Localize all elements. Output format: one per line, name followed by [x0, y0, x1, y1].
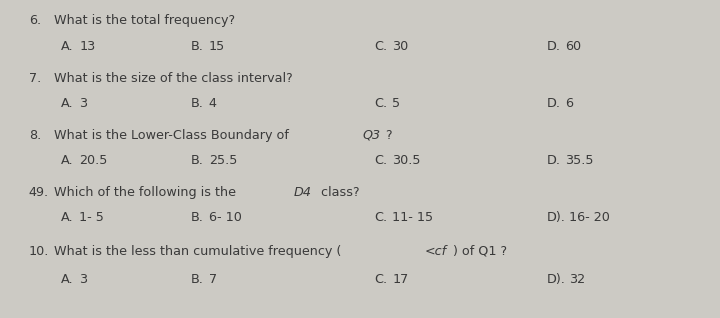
Text: 30: 30: [392, 40, 409, 53]
Text: 17: 17: [392, 273, 409, 287]
Text: 49.: 49.: [29, 186, 49, 199]
Text: D).: D).: [547, 273, 566, 287]
Text: 6.: 6.: [29, 14, 41, 27]
Text: D.: D.: [547, 40, 561, 53]
Text: C.: C.: [374, 273, 387, 287]
Text: B.: B.: [191, 211, 204, 225]
Text: What is the less than cumulative frequency (: What is the less than cumulative frequen…: [54, 245, 341, 258]
Text: C.: C.: [374, 97, 387, 110]
Text: Which of the following is the: Which of the following is the: [54, 186, 240, 199]
Text: D.: D.: [547, 97, 561, 110]
Text: A.: A.: [61, 273, 74, 287]
Text: 10.: 10.: [29, 245, 49, 258]
Text: 5: 5: [392, 97, 400, 110]
Text: 25.5: 25.5: [209, 154, 237, 167]
Text: 20.5: 20.5: [79, 154, 107, 167]
Text: What is the total frequency?: What is the total frequency?: [54, 14, 235, 27]
Text: 7: 7: [209, 273, 217, 287]
Text: B.: B.: [191, 40, 204, 53]
Text: ) of Q1 ?: ) of Q1 ?: [454, 245, 508, 258]
Text: Q3: Q3: [362, 129, 380, 142]
Text: 13: 13: [79, 40, 96, 53]
Text: 7.: 7.: [29, 72, 41, 85]
Text: 35.5: 35.5: [565, 154, 594, 167]
Text: 8.: 8.: [29, 129, 41, 142]
Text: D).: D).: [547, 211, 566, 225]
Text: 3: 3: [79, 97, 87, 110]
Text: 4: 4: [209, 97, 217, 110]
Text: 32: 32: [569, 273, 585, 287]
Text: 60: 60: [565, 40, 581, 53]
Text: 1- 5: 1- 5: [79, 211, 104, 225]
Text: 6- 10: 6- 10: [209, 211, 242, 225]
Text: D4: D4: [294, 186, 312, 199]
Text: ?: ?: [386, 129, 392, 142]
Text: <cf: <cf: [425, 245, 447, 258]
Text: 11- 15: 11- 15: [392, 211, 433, 225]
Text: A.: A.: [61, 97, 74, 110]
Text: B.: B.: [191, 273, 204, 287]
Text: 30.5: 30.5: [392, 154, 421, 167]
Text: 6: 6: [565, 97, 573, 110]
Text: 16- 20: 16- 20: [569, 211, 610, 225]
Text: A.: A.: [61, 154, 74, 167]
Text: 15: 15: [209, 40, 225, 53]
Text: A.: A.: [61, 211, 74, 225]
Text: class?: class?: [318, 186, 360, 199]
Text: B.: B.: [191, 154, 204, 167]
Text: C.: C.: [374, 211, 387, 225]
Text: What is the Lower-Class Boundary of: What is the Lower-Class Boundary of: [54, 129, 293, 142]
Text: 3: 3: [79, 273, 87, 287]
Text: C.: C.: [374, 40, 387, 53]
Text: D.: D.: [547, 154, 561, 167]
Text: What is the size of the class interval?: What is the size of the class interval?: [54, 72, 293, 85]
Text: C.: C.: [374, 154, 387, 167]
Text: A.: A.: [61, 40, 74, 53]
Text: B.: B.: [191, 97, 204, 110]
